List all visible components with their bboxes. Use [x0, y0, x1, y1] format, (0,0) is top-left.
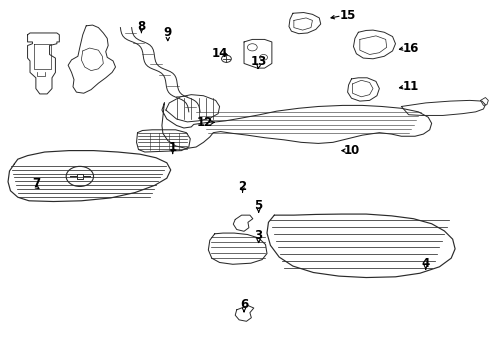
Text: 10: 10: [343, 144, 360, 157]
Text: 11: 11: [403, 80, 419, 93]
Text: 12: 12: [197, 116, 213, 129]
Text: 13: 13: [250, 55, 267, 68]
Text: 16: 16: [403, 41, 419, 54]
Text: 4: 4: [422, 257, 430, 270]
Text: 8: 8: [137, 20, 146, 33]
Text: 6: 6: [240, 298, 248, 311]
Text: 7: 7: [32, 177, 40, 190]
Text: 9: 9: [164, 27, 172, 40]
Text: 5: 5: [255, 199, 263, 212]
Text: 15: 15: [340, 9, 356, 22]
Text: 3: 3: [255, 229, 263, 242]
Text: 2: 2: [239, 180, 246, 193]
Text: 1: 1: [169, 141, 177, 154]
Text: 14: 14: [211, 47, 228, 60]
